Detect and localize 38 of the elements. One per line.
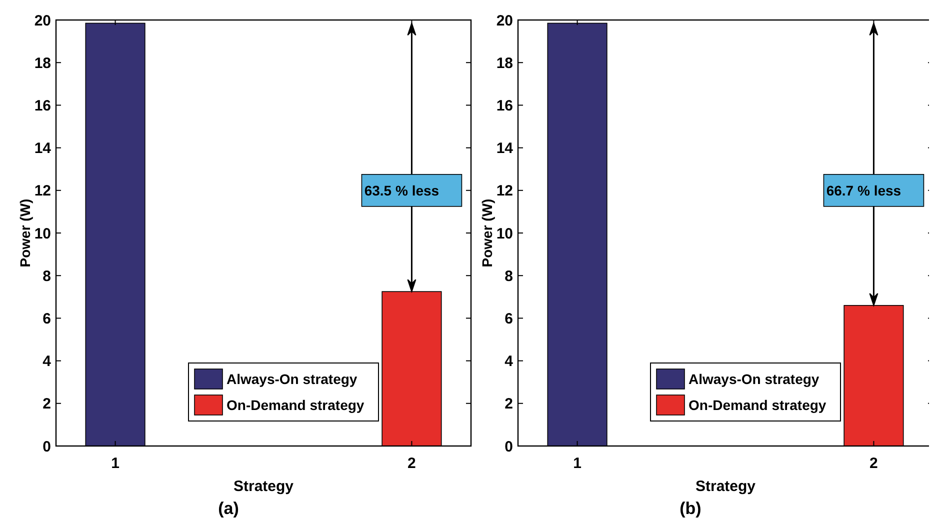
y-tick-label: 18 <box>34 54 51 72</box>
y-tick-label: 4 <box>42 353 52 370</box>
legend-label: Always-On strategy <box>688 370 820 387</box>
y-tick-label: 14 <box>34 140 52 158</box>
y-tick-label: 2 <box>504 396 513 413</box>
x-axis-title: Strategy <box>233 478 294 495</box>
legend-label: On-Demand strategy <box>688 396 826 413</box>
annotation: 66.7 % less <box>826 182 902 198</box>
y-tick-label: 20 <box>496 12 513 30</box>
y-tick-label: 10 <box>34 225 51 242</box>
y-tick-label: 16 <box>34 97 51 114</box>
x-axis-title: Strategy <box>695 478 756 495</box>
legend-label: On-Demand strategy <box>226 396 364 413</box>
legend-label: Always-On strategy <box>226 370 358 387</box>
x-tick-label: 1 <box>573 455 582 472</box>
y-tick-label: 10 <box>496 225 513 242</box>
y-axis-title: Power (W) <box>479 198 495 268</box>
x-tick-label: 1 <box>111 455 120 472</box>
y-tick-label: 12 <box>496 182 513 200</box>
x-tick-label: 2 <box>870 455 878 472</box>
x-tick-label: 2 <box>408 455 416 472</box>
y-tick-label: 20 <box>34 12 51 30</box>
y-tick-label: 12 <box>34 182 51 200</box>
y-tick-label: 4 <box>504 353 514 370</box>
y-tick-label: 8 <box>504 268 513 285</box>
y-axis-title: Power (W) <box>17 198 33 268</box>
y-tick-label: 18 <box>496 54 513 72</box>
text: (a) <box>218 499 239 518</box>
annotation: 63.5 % less <box>364 182 440 198</box>
y-tick-label: 0 <box>504 438 513 456</box>
y-tick-label: 6 <box>504 310 513 328</box>
y-tick-label: 6 <box>42 310 51 328</box>
text: (b) <box>680 499 702 518</box>
y-tick-label: 0 <box>42 438 51 456</box>
y-tick-label: 8 <box>42 268 51 285</box>
y-tick-label: 2 <box>42 396 51 413</box>
y-tick-label: 16 <box>496 97 513 114</box>
y-tick-label: 14 <box>496 140 514 158</box>
